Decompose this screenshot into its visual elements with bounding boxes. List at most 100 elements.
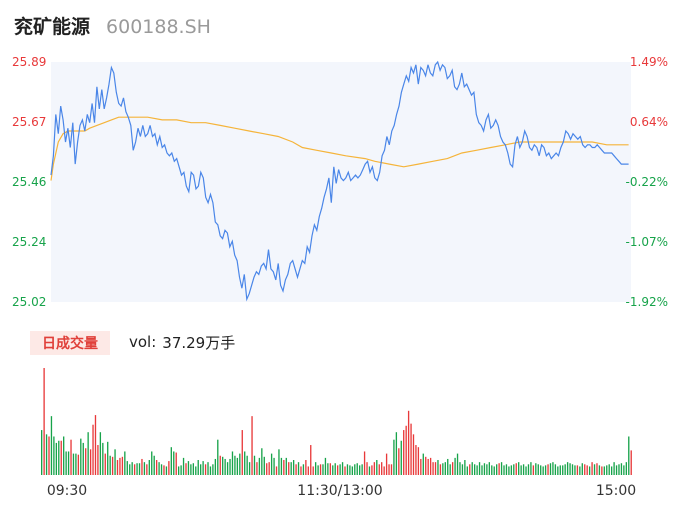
- volume-bar: [510, 465, 513, 475]
- volume-bar: [310, 445, 312, 475]
- price-axis-left: 25.89 25.67 25.46 25.24 25.02: [12, 55, 46, 309]
- volume-bar: [525, 466, 527, 475]
- percent-tick-label: -1.07%: [626, 235, 668, 249]
- volume-bar: [143, 462, 146, 475]
- volume-bar: [268, 462, 270, 475]
- volume-bar: [116, 460, 119, 475]
- volume-bar: [522, 464, 525, 475]
- volume-bar: [80, 438, 82, 475]
- volume-bar: [136, 463, 138, 475]
- volume-bar: [339, 464, 341, 475]
- volume-bar: [476, 465, 478, 475]
- volume-bar: [148, 460, 150, 475]
- volume-bar: [461, 464, 464, 475]
- volume-bar: [400, 440, 402, 475]
- volume-bar: [488, 462, 490, 475]
- volume-bar: [471, 462, 473, 475]
- volume-bar: [197, 460, 199, 475]
- volume-bar: [623, 465, 625, 475]
- volume-bar: [107, 441, 109, 475]
- volume-bar: [63, 436, 65, 475]
- volume-bar: [469, 464, 471, 475]
- volume-bar: [466, 466, 468, 475]
- volume-bar: [554, 464, 557, 475]
- volume-bar: [588, 466, 591, 475]
- volume-bar: [65, 451, 67, 475]
- volume-bar: [75, 453, 77, 475]
- volume-bar: [280, 457, 283, 475]
- volume-bar: [226, 462, 229, 475]
- volume-bar: [305, 460, 307, 475]
- volume-bar: [420, 458, 422, 475]
- volume-bar: [124, 451, 126, 475]
- volume-bar: [207, 462, 209, 475]
- volume-bar: [217, 439, 219, 475]
- volume-bar: [239, 453, 241, 475]
- volume-bar: [464, 460, 466, 475]
- volume-bar: [99, 432, 102, 475]
- volume-bar: [102, 442, 104, 475]
- volume-bar: [505, 464, 508, 475]
- volume-bar: [373, 462, 376, 475]
- volume-bar: [449, 464, 451, 475]
- volume-bar: [53, 436, 55, 475]
- volume-bar: [606, 465, 608, 475]
- volume-bar: [537, 464, 539, 475]
- volume-bar: [552, 462, 554, 475]
- volume-bar: [180, 465, 182, 475]
- percent-tick-label: 0.64%: [630, 115, 668, 129]
- volume-bar: [532, 465, 535, 475]
- volume-bar: [273, 457, 275, 475]
- volume-bar: [222, 456, 224, 475]
- volume-bar: [415, 445, 417, 475]
- volume-bar: [371, 465, 373, 475]
- volume-bar: [451, 462, 454, 475]
- volume-bar: [334, 463, 336, 475]
- volume-bar: [444, 462, 446, 475]
- volume-bar: [351, 466, 354, 475]
- volume-bar: [432, 462, 434, 475]
- volume-bar: [246, 455, 248, 475]
- volume-bar: [288, 462, 290, 475]
- volume-bar: [618, 464, 620, 475]
- header: 兖矿能源 600188.SH: [14, 12, 211, 40]
- volume-bar: [378, 464, 380, 475]
- volume-bar: [363, 451, 366, 475]
- volume-bar: [200, 464, 202, 475]
- volume-bar: [398, 448, 400, 475]
- volume-bar: [212, 464, 214, 475]
- volume-bar: [295, 464, 297, 475]
- volume-bar: [129, 464, 131, 475]
- price-tick-label: 25.02: [12, 295, 46, 309]
- volume-bar: [251, 416, 253, 475]
- volume-bar: [354, 464, 356, 475]
- volume-bar: [566, 462, 569, 475]
- percent-axis-right: 1.49% 0.64% -0.22% -1.07% -1.92%: [626, 55, 668, 309]
- volume-bar: [138, 463, 141, 475]
- volume-bar: [163, 465, 165, 475]
- volume-bar: [175, 452, 177, 475]
- volume-bar: [456, 453, 459, 475]
- volume-bar: [437, 460, 439, 475]
- volume-bar: [182, 457, 185, 475]
- volume-bar: [549, 463, 552, 475]
- price-tick-label: 25.89: [12, 55, 46, 69]
- volume-bar: [253, 455, 256, 475]
- volume-bar: [442, 463, 444, 475]
- volume-bar: [236, 457, 239, 475]
- volume-bar: [258, 457, 261, 475]
- volume-bar: [190, 464, 192, 475]
- volume-bar: [67, 451, 70, 475]
- volume-bar: [481, 465, 483, 475]
- volume-bar: [395, 432, 398, 475]
- volume-bar: [586, 465, 588, 475]
- volume-bar: [185, 463, 187, 475]
- volume-bar: [327, 463, 329, 475]
- price-tick-label: 25.46: [12, 175, 46, 189]
- volume-bar: [151, 451, 153, 475]
- volume-bar: [478, 462, 481, 475]
- volume-bar: [43, 368, 45, 475]
- volume-bar: [160, 464, 163, 475]
- price-line: [50, 60, 629, 302]
- volume-bar: [119, 457, 121, 475]
